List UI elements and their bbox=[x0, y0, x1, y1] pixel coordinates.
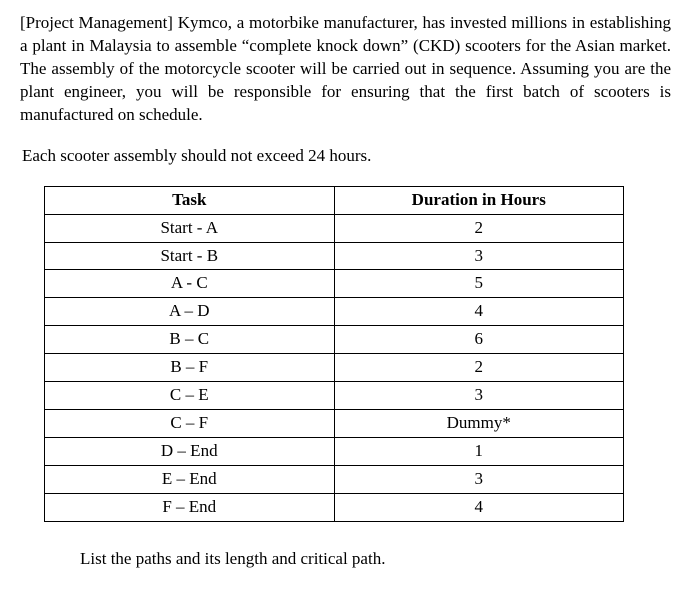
cell-task: B – C bbox=[45, 326, 335, 354]
cell-task: A – D bbox=[45, 298, 335, 326]
header-task: Task bbox=[45, 186, 335, 214]
cell-duration: 1 bbox=[334, 438, 624, 466]
cell-task: B – F bbox=[45, 354, 335, 382]
table-row: A – D 4 bbox=[45, 298, 624, 326]
task-table: Task Duration in Hours Start - A 2 Start… bbox=[44, 186, 624, 522]
cell-task: D – End bbox=[45, 438, 335, 466]
table-row: Start - B 3 bbox=[45, 242, 624, 270]
cell-duration: 2 bbox=[334, 214, 624, 242]
table-row: D – End 1 bbox=[45, 438, 624, 466]
cell-task: Start - B bbox=[45, 242, 335, 270]
cell-task: A - C bbox=[45, 270, 335, 298]
cell-duration: 4 bbox=[334, 493, 624, 521]
cell-duration: 3 bbox=[334, 382, 624, 410]
intro-paragraph: [Project Management] Kymco, a motorbike … bbox=[20, 12, 671, 127]
table-row: F – End 4 bbox=[45, 493, 624, 521]
cell-task: Start - A bbox=[45, 214, 335, 242]
cell-duration: 2 bbox=[334, 354, 624, 382]
table-row: C – F Dummy* bbox=[45, 410, 624, 438]
cell-duration: 5 bbox=[334, 270, 624, 298]
table-row: C – E 3 bbox=[45, 382, 624, 410]
cell-duration: 3 bbox=[334, 466, 624, 494]
cell-duration: 4 bbox=[334, 298, 624, 326]
cell-duration: 6 bbox=[334, 326, 624, 354]
table-header-row: Task Duration in Hours bbox=[45, 186, 624, 214]
cell-task: C – E bbox=[45, 382, 335, 410]
constraint-paragraph: Each scooter assembly should not exceed … bbox=[20, 145, 671, 168]
cell-duration: 3 bbox=[334, 242, 624, 270]
closing-paragraph: List the paths and its length and critic… bbox=[20, 548, 671, 571]
table-row: Start - A 2 bbox=[45, 214, 624, 242]
cell-task: C – F bbox=[45, 410, 335, 438]
header-duration: Duration in Hours bbox=[334, 186, 624, 214]
table-row: E – End 3 bbox=[45, 466, 624, 494]
table-row: A - C 5 bbox=[45, 270, 624, 298]
table-row: B – C 6 bbox=[45, 326, 624, 354]
cell-task: F – End bbox=[45, 493, 335, 521]
cell-task: E – End bbox=[45, 466, 335, 494]
table-row: B – F 2 bbox=[45, 354, 624, 382]
table-body: Start - A 2 Start - B 3 A - C 5 A – D 4 … bbox=[45, 214, 624, 521]
cell-duration: Dummy* bbox=[334, 410, 624, 438]
